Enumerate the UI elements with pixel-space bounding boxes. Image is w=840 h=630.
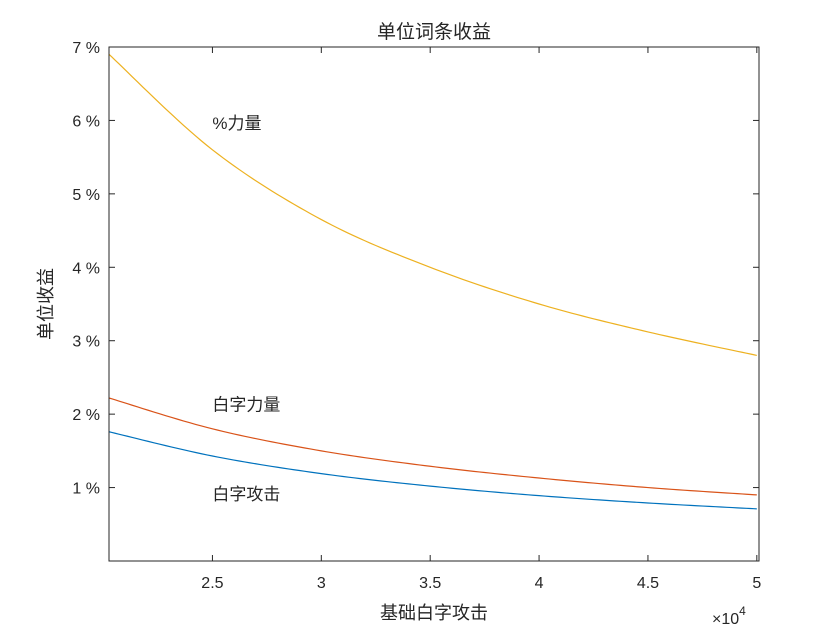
x-axis-exponent-power: 4 [739, 604, 746, 618]
y-axis-label: 单位收益 [36, 268, 56, 340]
annotation-label-2: 白字力量 [212, 395, 280, 414]
x-axis-exponent: ×104 [712, 604, 746, 628]
series-line-1 [108, 53, 757, 356]
annotation-label-3: 白字攻击 [212, 485, 280, 504]
axes-box [108, 46, 760, 562]
x-tick-label: 5 [752, 575, 761, 592]
y-tick-label: 2 % [72, 407, 100, 424]
series-line-3 [108, 431, 757, 510]
y-axis-ticks: 1 % 2 % 3 % 4 % 5 % 6 % 7 % [72, 40, 759, 498]
x-tick-label: 3 [317, 575, 326, 592]
annotation-label-1: %力量 [212, 114, 261, 133]
x-axis-label: 基础白字攻击 [380, 603, 488, 623]
x-tick-label: 3.5 [419, 575, 441, 592]
series-line-2 [108, 397, 757, 496]
y-tick-label: 7 % [72, 40, 100, 57]
x-tick-label: 4.5 [637, 575, 659, 592]
x-axis-ticks: 2.5 3 3.5 4 4.5 5 [201, 47, 761, 592]
x-axis-exponent-base: ×10 [712, 611, 739, 628]
y-tick-label: 6 % [72, 113, 100, 130]
y-tick-label: 3 % [72, 334, 100, 351]
x-tick-label: 2.5 [201, 575, 223, 592]
y-tick-label: 4 % [72, 260, 100, 277]
y-tick-label: 1 % [72, 481, 100, 498]
plot-area [109, 47, 759, 561]
series-layer [108, 53, 757, 510]
chart-title: 单位词条收益 [377, 21, 491, 43]
y-tick-label: 5 % [72, 187, 100, 204]
x-tick-label: 4 [535, 575, 544, 592]
